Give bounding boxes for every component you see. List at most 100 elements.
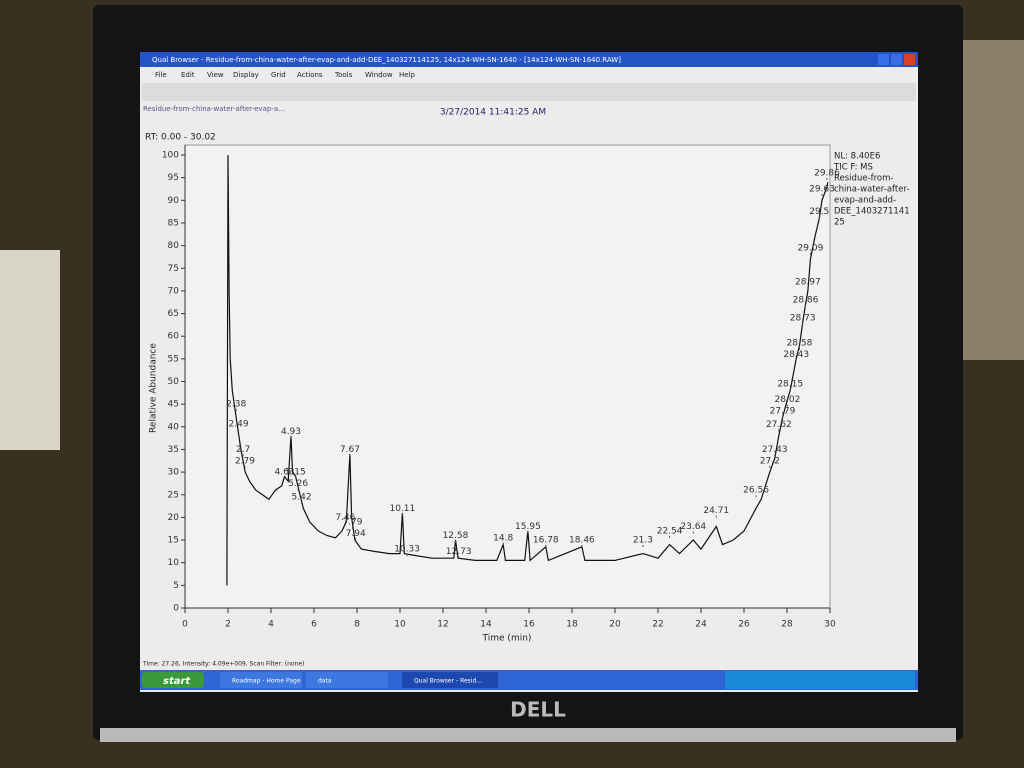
- peak-label: 5.42: [292, 493, 312, 503]
- peak-label: 10.11: [389, 504, 415, 514]
- task-button[interactable]: [220, 672, 302, 688]
- peak-label: 28.73: [790, 314, 816, 324]
- peak-label: 29.63: [809, 184, 835, 194]
- peak-label: 7.94: [346, 529, 366, 539]
- y-tick-label: 75: [168, 264, 179, 274]
- peak-label: 28.15: [777, 379, 803, 389]
- x-tick-label: 28: [781, 620, 793, 630]
- peak-label: 15.95: [515, 522, 541, 532]
- info-line: TIC F: MS: [833, 163, 873, 173]
- y-tick-label: 35: [168, 445, 179, 455]
- menu-item[interactable]: Display: [233, 71, 259, 79]
- peak-label: 4.63: [275, 468, 295, 478]
- y-tick-label: 30: [168, 468, 180, 478]
- task-label: data: [318, 678, 332, 685]
- x-tick-label: 30: [824, 620, 836, 630]
- menu-item[interactable]: Edit: [181, 71, 195, 79]
- menu-item[interactable]: Actions: [297, 71, 323, 79]
- y-tick-label: 5: [173, 581, 179, 591]
- menu-item[interactable]: Grid: [271, 71, 286, 79]
- y-tick-label: 25: [168, 490, 179, 500]
- info-line: NL: 8.40E6: [834, 152, 880, 162]
- start-label: start: [163, 676, 191, 687]
- peak-label: 28.58: [787, 338, 813, 348]
- peak-label: 29.86: [814, 169, 840, 179]
- peak-label: 22.54: [657, 526, 683, 536]
- y-tick-label: 40: [168, 422, 180, 432]
- x-tick-label: 0: [182, 620, 188, 630]
- menu-item[interactable]: Window: [365, 71, 393, 79]
- peak-label: 5.26: [288, 479, 308, 489]
- menu-item[interactable]: View: [207, 71, 224, 79]
- peak-label: 10.33: [394, 545, 420, 555]
- peak-label: 2.49: [229, 420, 249, 430]
- y-tick-label: 80: [168, 241, 180, 251]
- close-button[interactable]: [904, 54, 915, 65]
- monitor-edge: [100, 728, 956, 742]
- menu-item[interactable]: Help: [399, 71, 416, 79]
- x-axis-title: Time (min): [482, 634, 532, 644]
- y-tick-label: 55: [168, 354, 179, 364]
- peak-label: 12.58: [443, 531, 469, 541]
- tray: [725, 671, 915, 689]
- info-line: 25: [834, 218, 845, 228]
- peak-label: 27.43: [762, 445, 788, 455]
- peak-label: 7.46: [335, 513, 355, 523]
- peak-label: 27.2: [760, 456, 780, 466]
- y-tick-label: 100: [162, 151, 179, 161]
- task-label: Qual Browser - Resid...: [414, 678, 482, 685]
- peak-label: 29.5: [809, 207, 829, 217]
- menu-bar: File Edit View Display Grid Actions Tools Windo…: [155, 71, 416, 79]
- minimize-button[interactable]: [878, 54, 889, 65]
- y-tick-label: 60: [168, 332, 180, 342]
- trace: [226, 154, 829, 586]
- peak-label: 27.79: [770, 406, 796, 416]
- window-title: Qual Browser - Residue-from-china-water-…: [152, 56, 621, 64]
- paper: [0, 250, 60, 450]
- peak-label: 28.86: [793, 295, 819, 305]
- peak-label: 12.73: [446, 547, 472, 557]
- peak-label: 26.56: [743, 486, 769, 496]
- info-line: evap-and-add-: [834, 196, 896, 206]
- y-tick-label: 10: [168, 558, 180, 568]
- y-tick-label: 85: [168, 218, 179, 228]
- y-tick-label: 45: [168, 400, 179, 410]
- status-text: Time: 27.26, Intensity: 4.09e+009, Scan …: [142, 661, 304, 668]
- peak-label: 27.62: [766, 420, 792, 430]
- maximize-button[interactable]: [891, 54, 902, 65]
- x-tick-label: 18: [566, 620, 578, 630]
- x-tick-label: 2: [225, 620, 231, 630]
- x-tick-label: 8: [354, 620, 360, 630]
- timestamp: 3/27/2014 11:41:25 AM: [440, 108, 546, 118]
- y-tick-label: 0: [173, 604, 179, 614]
- y-tick-label: 90: [168, 196, 180, 206]
- peak-label: 4.93: [281, 427, 301, 437]
- start-button[interactable]: [142, 672, 204, 688]
- y-tick-label: 20: [168, 513, 180, 523]
- peak-label: 28.43: [783, 350, 809, 360]
- task-button[interactable]: [402, 672, 498, 688]
- peak-label: 21.3: [633, 536, 653, 546]
- y-tick-label: 50: [168, 377, 180, 387]
- task-button[interactable]: [306, 672, 388, 688]
- x-tick-label: 26: [738, 620, 750, 630]
- file-label: Residue-from-china-water-after-evap-a...: [143, 105, 285, 113]
- x-tick-label: 12: [437, 620, 448, 630]
- brand: DELL: [510, 698, 566, 722]
- toolbar: [142, 83, 916, 101]
- y-tick-label: 95: [168, 173, 179, 183]
- x-tick-label: 24: [695, 620, 707, 630]
- wall: [960, 40, 1024, 360]
- peak-label: 24.71: [703, 506, 729, 516]
- peak-label: 29.09: [798, 243, 824, 253]
- menu-item[interactable]: Tools: [334, 71, 353, 79]
- task-label: Roadmap - Home Page: [232, 678, 301, 685]
- task-items: Roadmap - Home Page data Qual Browser - Re…: [220, 672, 498, 688]
- y-tick-label: 70: [168, 286, 180, 296]
- menu-item[interactable]: File: [155, 71, 167, 79]
- peak-label: 23.64: [680, 522, 706, 532]
- rt-range: RT: 0.00 - 30.02: [145, 133, 216, 143]
